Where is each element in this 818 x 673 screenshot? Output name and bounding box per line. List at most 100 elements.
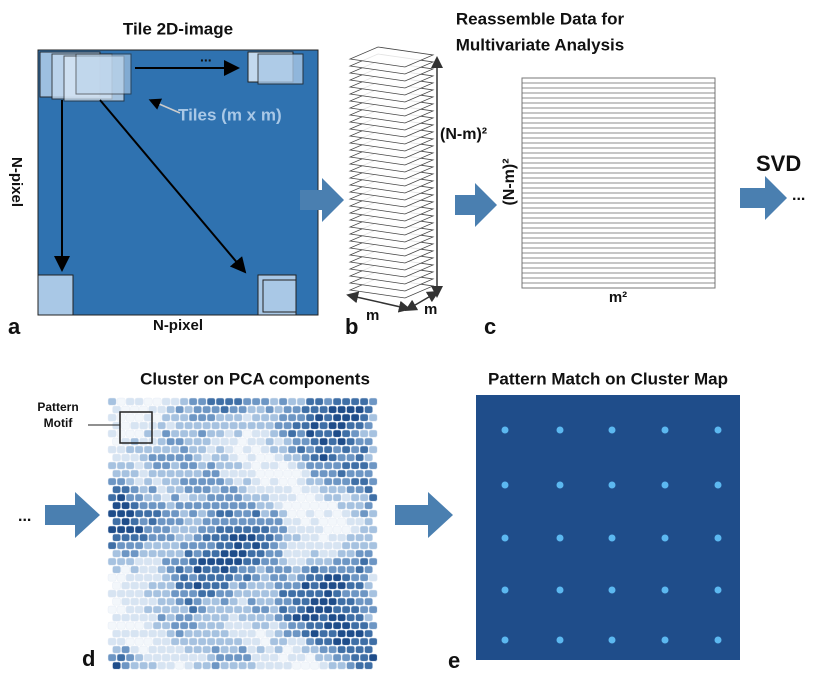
mosaic-cell	[324, 478, 332, 485]
mosaic-cell	[248, 406, 256, 413]
mosaic-cell	[329, 406, 337, 413]
mosaic-cell	[189, 654, 197, 661]
mosaic-cell	[365, 566, 373, 573]
mosaic-cell	[162, 638, 170, 645]
mosaic-cell	[351, 446, 359, 453]
mosaic-cell	[248, 550, 256, 557]
mosaic-cell	[311, 406, 319, 413]
mosaic-cell	[288, 510, 296, 517]
mosaic-cell	[311, 502, 319, 509]
mosaic-cell	[212, 438, 220, 445]
mosaic-cell	[329, 486, 337, 493]
mosaic-cell	[347, 518, 355, 525]
mosaic-cell	[117, 542, 125, 549]
mosaic-cell	[230, 582, 238, 589]
mosaic-cell	[198, 478, 206, 485]
mosaic-cell	[320, 582, 328, 589]
mosaic-cell	[144, 446, 152, 453]
mosaic-cell	[333, 638, 341, 645]
mosaic-cell	[162, 414, 170, 421]
mosaic-cell	[230, 566, 238, 573]
mosaic-cell	[347, 422, 355, 429]
mosaic-cell	[297, 654, 305, 661]
mosaic-cell	[194, 630, 202, 637]
mosaic-cell	[126, 622, 134, 629]
mosaic-cell	[171, 414, 179, 421]
mosaic-cell	[315, 446, 323, 453]
mosaic-cell	[369, 510, 377, 517]
mosaic-cell	[131, 630, 139, 637]
mosaic-cell	[149, 582, 157, 589]
mosaic-cell	[297, 558, 305, 565]
mosaic-cell	[212, 614, 220, 621]
mosaic-cell	[275, 598, 283, 605]
mosaic-cell	[117, 414, 125, 421]
mosaic-cell	[207, 414, 215, 421]
figure: Tile 2D-image ... Tiles (m x m) N-pixel …	[0, 0, 818, 673]
mosaic-cell	[216, 542, 224, 549]
mosaic-cell	[225, 414, 233, 421]
mosaic-cell	[351, 638, 359, 645]
mosaic-cell	[347, 406, 355, 413]
mosaic-cell	[122, 662, 130, 669]
mosaic-cell	[365, 502, 373, 509]
mosaic-cell	[279, 478, 287, 485]
mosaic-cell	[293, 598, 301, 605]
mosaic-cell	[230, 470, 238, 477]
mosaic-cell	[225, 606, 233, 613]
mosaic-cell	[239, 454, 247, 461]
mosaic-cell	[131, 582, 139, 589]
mosaic-cell	[230, 534, 238, 541]
mosaic-cell	[270, 430, 278, 437]
mosaic-cell	[189, 510, 197, 517]
mosaic-cell	[126, 526, 134, 533]
mosaic-cell	[126, 494, 134, 501]
mosaic-cell	[261, 654, 269, 661]
mosaic-cell	[207, 430, 215, 437]
mosaic-cell	[221, 598, 229, 605]
mosaic-cell	[149, 454, 157, 461]
mosaic-cell	[315, 478, 323, 485]
mosaic-cell	[158, 582, 166, 589]
mosaic-cell	[279, 446, 287, 453]
match-point	[662, 535, 669, 542]
mosaic-cell	[185, 550, 193, 557]
match-point	[715, 535, 722, 542]
mosaic-cell	[117, 558, 125, 565]
mosaic-cell	[185, 614, 193, 621]
mosaic-cell	[311, 566, 319, 573]
mosaic-cell	[212, 454, 220, 461]
mosaic-cell	[162, 558, 170, 565]
mosaic-cell	[221, 422, 229, 429]
mosaic-cell	[288, 462, 296, 469]
mosaic-cell	[342, 446, 350, 453]
mosaic-cell	[257, 422, 265, 429]
mosaic-cell	[360, 446, 368, 453]
mosaic-cell	[302, 534, 310, 541]
mosaic-cell	[252, 638, 260, 645]
mosaic-cell	[234, 622, 242, 629]
mosaic-cell	[171, 510, 179, 517]
mosaic-cell	[338, 406, 346, 413]
mosaic-cell	[252, 462, 260, 469]
mosaic-cell	[149, 470, 157, 477]
mosaic-cell	[293, 454, 301, 461]
mosaic-cell	[311, 550, 319, 557]
mosaic-cell	[207, 494, 215, 501]
mosaic-cell	[131, 566, 139, 573]
mosaic-cell	[351, 526, 359, 533]
mosaic-cell	[342, 558, 350, 565]
mosaic-cell	[234, 462, 242, 469]
mosaic-cell	[369, 446, 377, 453]
mosaic-cell	[351, 622, 359, 629]
mosaic-cell	[149, 502, 157, 509]
panel-a-title: Tile 2D-image	[123, 19, 233, 38]
mosaic-cell	[207, 510, 215, 517]
mosaic-cell	[203, 646, 211, 653]
match-point	[715, 427, 722, 434]
mosaic-cell	[144, 574, 152, 581]
mosaic-cell	[216, 478, 224, 485]
mosaic-cell	[356, 566, 364, 573]
mosaic-cell	[266, 502, 274, 509]
mosaic-cell	[198, 606, 206, 613]
